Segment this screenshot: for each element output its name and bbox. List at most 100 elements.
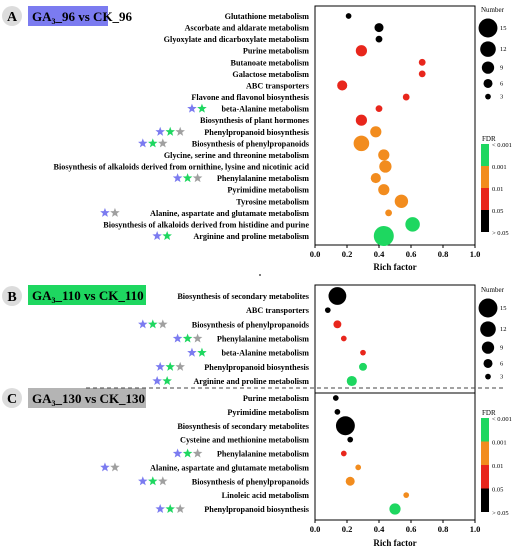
significance-star-icon [155, 504, 165, 514]
panel-label: C [7, 392, 17, 407]
data-point [340, 335, 347, 342]
data-point [375, 35, 383, 43]
significance-star-icon [172, 173, 183, 183]
legend-fdr-label: > 0.05 [492, 230, 509, 237]
x-tick-label: 0.2 [342, 524, 353, 534]
pathway-label: Glutathione metabolism [225, 12, 310, 21]
significance-star-icon [192, 448, 203, 458]
significance-star-icon [182, 173, 193, 183]
pathway-label: Cysteine and methionine metabolism [180, 436, 309, 445]
x-axis-label: Rich factor [373, 262, 416, 272]
pathway-label: Biosynthesis of phenylpropanoids [192, 477, 309, 486]
legend-fdr-swatch [481, 488, 489, 512]
legend-size-label: 6 [500, 360, 504, 367]
legend-size-dot [481, 341, 495, 354]
data-point [359, 362, 367, 371]
pathway-label: beta-Alanine metabolism [221, 349, 309, 358]
significance-star-icon [155, 126, 165, 136]
legend-fdr-title: FDR [482, 409, 496, 417]
legend-size-label: 15 [500, 305, 507, 312]
significance-star-icon [197, 347, 207, 357]
legend-fdr-swatch [481, 465, 489, 489]
significance-star-icon [187, 103, 197, 113]
pathway-label: Arginine and proline metabolism [193, 232, 309, 241]
data-point [402, 93, 410, 101]
data-point [378, 184, 390, 196]
pathway-label: Glyoxylate and dicarboxylate metabolism [164, 35, 309, 44]
plot-frame [314, 5, 476, 246]
pathway-label: Phenylalanine metabolism [217, 450, 309, 459]
legend-size-dot [478, 18, 498, 38]
x-tick-label: 0.6 [406, 249, 417, 259]
pathway-label: Biosynthesis of phenylpropanoids [192, 139, 309, 148]
legend-fdr-label: 0.01 [492, 463, 503, 470]
significance-star-icon [152, 376, 162, 386]
data-point [373, 226, 394, 246]
legend-size-label: 3 [500, 374, 503, 381]
legend-size-dot [483, 358, 493, 368]
pathway-label: ABC transporters [246, 306, 309, 315]
stray-dot [259, 274, 261, 276]
significance-star-icon [158, 138, 168, 148]
significance-star-icon [175, 126, 185, 136]
significance-star-icon [175, 504, 185, 514]
pathway-label: Tyrosine metabolism [236, 197, 309, 206]
legend-fdr-label: 0.05 [492, 208, 503, 215]
data-point [355, 464, 362, 471]
significance-star-icon [182, 333, 193, 343]
data-point [335, 416, 355, 436]
panel-label-badge [2, 6, 22, 26]
x-tick-label: 1.0 [470, 249, 481, 259]
legend-size-dot [483, 78, 493, 88]
legend-fdr-swatch [481, 210, 489, 232]
pathway-label: ABC transporters [246, 81, 309, 90]
data-point [337, 80, 348, 91]
x-tick-label: 0.4 [374, 249, 385, 259]
legend-fdr-label: < 0.001 [492, 142, 512, 149]
legend-fdr-title: FDR [482, 135, 496, 143]
panel-label-badge [2, 286, 22, 306]
legend-size-label: 12 [500, 46, 507, 53]
significance-star-icon [192, 173, 203, 183]
data-point [347, 436, 354, 443]
significance-star-icon [100, 462, 110, 472]
legend-size-dot [485, 93, 491, 100]
pathway-label: Butanoate metabolism [231, 58, 310, 67]
legend-size-label: 3 [500, 94, 503, 101]
pathway-label: Alanine, aspartate and glutamate metabol… [150, 209, 309, 218]
significance-star-icon [110, 207, 120, 217]
data-point [333, 320, 342, 329]
data-point [346, 375, 357, 387]
pathway-label: Alanine, aspartate and glutamate metabol… [150, 463, 309, 472]
data-point [345, 476, 355, 486]
legend-size-dot [478, 298, 498, 318]
panel-label: A [7, 10, 18, 25]
pathway-label: Galactose metabolism [232, 70, 309, 79]
legend-size-label: 12 [500, 326, 507, 333]
significance-star-icon [148, 476, 158, 486]
pathway-label: Linoleic acid metabolism [222, 491, 310, 500]
pathway-label: Flavone and flavonol biosynthesis [191, 93, 309, 102]
data-point [405, 217, 420, 232]
pathway-label: Phenylpropanoid biosynthesis [204, 363, 309, 372]
pathway-label: beta-Alanine metabolism [221, 105, 309, 114]
panel-label: B [7, 290, 16, 305]
data-point [360, 349, 366, 356]
data-point [353, 135, 370, 152]
significance-star-icon [182, 448, 193, 458]
significance-star-icon [100, 207, 110, 217]
pathway-label: Phenylalanine metabolism [217, 174, 309, 183]
significance-star-icon [162, 376, 172, 386]
significance-star-icon [138, 138, 148, 148]
data-point [324, 307, 331, 314]
x-tick-label: 0.8 [438, 524, 449, 534]
panel-title: GA3_130 vs CK_130 [32, 391, 145, 408]
legend-size-label: 15 [500, 25, 507, 32]
data-point [375, 105, 383, 113]
data-point [370, 126, 382, 138]
legend-number-title: Number [481, 6, 505, 14]
significance-star-icon [197, 103, 207, 113]
x-axis-label: Rich factor [373, 538, 416, 548]
pathway-label: Pyrimidine metabolism [227, 408, 309, 417]
